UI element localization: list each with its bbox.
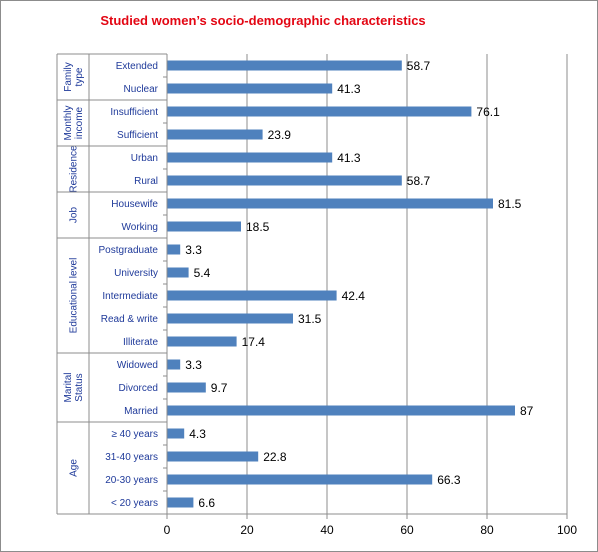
grid-layer [246, 54, 568, 514]
bar [167, 267, 189, 278]
group-label: Residence [69, 145, 80, 193]
group-label: Familytype [63, 62, 85, 91]
x-tick-label: 80 [480, 523, 494, 537]
data-label: 3.3 [185, 243, 202, 257]
data-label: 17.4 [242, 335, 266, 349]
category-label: Nuclear [124, 84, 159, 95]
chart-title: Studied women’s socio-demographic charac… [100, 13, 425, 28]
category-label: Married [124, 406, 158, 417]
category-label: 31-40 years [105, 452, 158, 463]
bar [167, 290, 337, 301]
category-label: Sufficient [117, 130, 158, 141]
x-tick-label: 40 [320, 523, 334, 537]
group-label: Monthlyincome [63, 105, 85, 140]
group-label: Age [69, 459, 80, 477]
category-label: Urban [131, 153, 158, 164]
category-label: < 20 years [111, 498, 158, 509]
bar [167, 198, 493, 209]
bar [167, 83, 333, 94]
data-label: 58.7 [407, 174, 431, 188]
category-label: Intermediate [102, 291, 158, 302]
x-tick-label: 0 [164, 523, 171, 537]
category-label: Widowed [117, 360, 158, 371]
data-label: 9.7 [211, 381, 228, 395]
category-label: Housewife [111, 199, 158, 210]
data-label: 18.5 [246, 220, 270, 234]
bar-layer [167, 60, 515, 508]
data-label: 22.8 [263, 450, 287, 464]
bar [167, 336, 237, 347]
data-label: 6.6 [198, 496, 215, 510]
bar [167, 106, 472, 117]
data-label: 31.5 [298, 312, 322, 326]
category-label: Divorced [119, 383, 158, 394]
category-label: ≥ 40 years [111, 429, 158, 440]
bar [167, 405, 515, 416]
category-label: Rural [134, 176, 158, 187]
data-label: 76.1 [476, 105, 500, 119]
category-label: Postgraduate [99, 245, 159, 256]
bar [167, 359, 181, 370]
data-label: 41.3 [337, 82, 361, 96]
bar [167, 152, 333, 163]
bar [167, 313, 293, 324]
data-label: 66.3 [437, 473, 461, 487]
category-label: Working [122, 222, 159, 233]
bar [167, 129, 263, 140]
data-label: 5.4 [194, 266, 211, 280]
data-label: 42.4 [342, 289, 366, 303]
data-label: 23.9 [268, 128, 292, 142]
label-layer: Extended 58.7 Nuclear 41.3 Familytype Insuffi… [63, 59, 534, 510]
bar [167, 175, 402, 186]
data-label: 81.5 [498, 197, 522, 211]
bar [167, 60, 402, 71]
category-label: Illiterate [123, 337, 158, 348]
category-label: Insufficient [110, 107, 158, 118]
x-tick-label: 20 [240, 523, 254, 537]
data-label: 3.3 [185, 358, 202, 372]
bar [167, 428, 185, 439]
group-label: MaritalStatus [63, 372, 85, 402]
data-label: 58.7 [407, 59, 431, 73]
category-label: Extended [116, 61, 158, 72]
data-label: 4.3 [189, 427, 206, 441]
category-label: Read & write [101, 314, 159, 325]
x-tick-label: 100 [557, 523, 577, 537]
category-label: 20-30 years [105, 475, 158, 486]
bar [167, 382, 206, 393]
category-label: University [114, 268, 158, 279]
bar [167, 244, 181, 255]
x-tick-label: 60 [400, 523, 414, 537]
bar [167, 497, 194, 508]
group-label: Educational level [69, 258, 80, 334]
group-label: Job [69, 207, 80, 224]
data-label: 87 [520, 404, 534, 418]
bar [167, 451, 259, 462]
axis-layer: 0 20 40 60 80 100 [56, 53, 577, 537]
data-label: 41.3 [337, 151, 361, 165]
bar [167, 221, 241, 232]
bar [167, 474, 433, 485]
